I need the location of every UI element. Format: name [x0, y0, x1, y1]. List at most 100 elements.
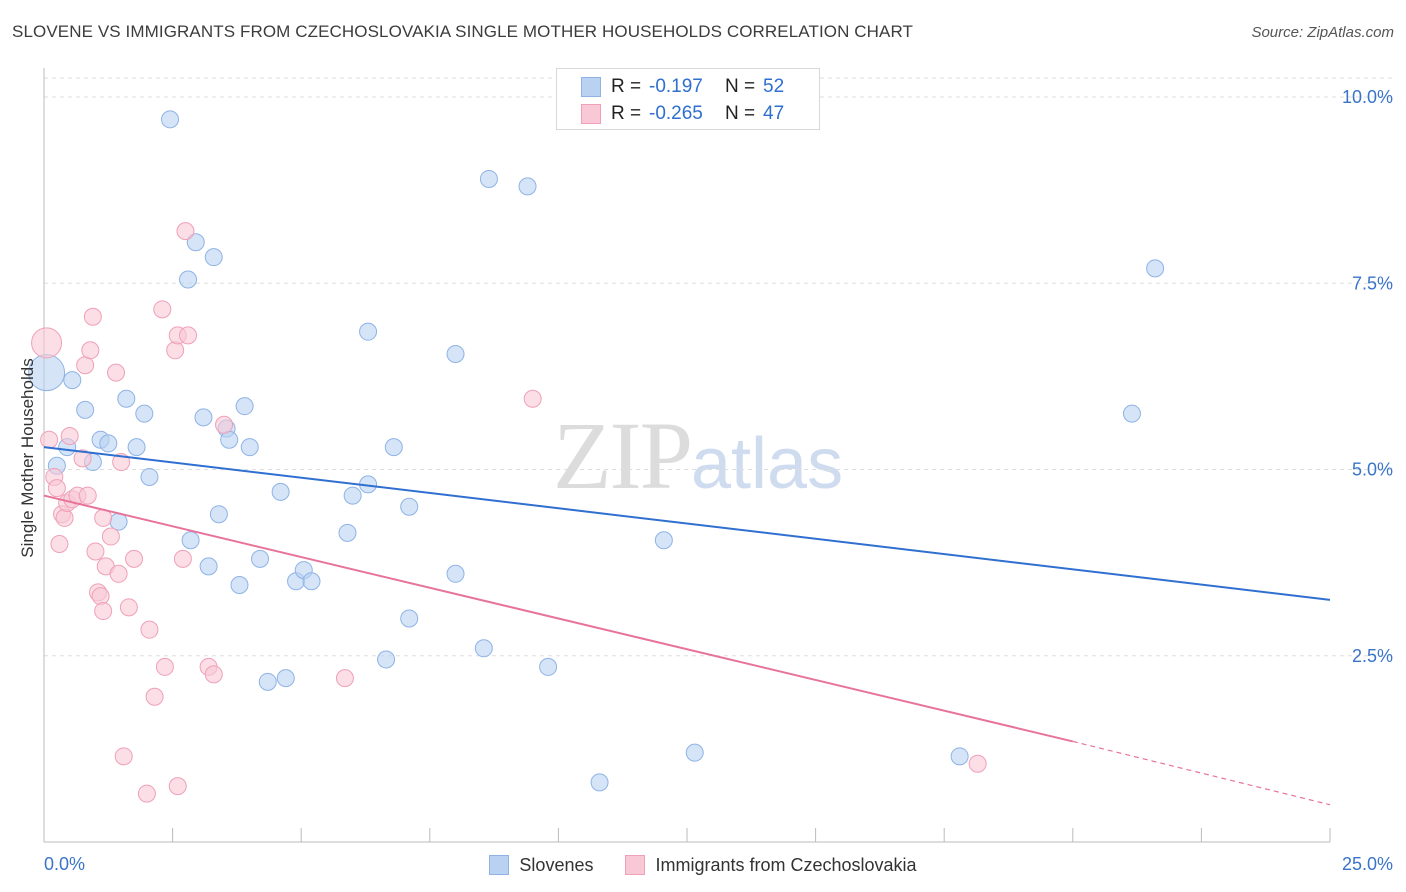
slovene-point: [590, 773, 609, 792]
czech-trend-extension: [1072, 740, 1331, 806]
slovene-point: [258, 672, 277, 691]
czech-point: [140, 620, 159, 639]
czech-point: [47, 479, 66, 498]
y-tick-label: 5.0%: [1352, 460, 1393, 480]
czech-point: [73, 449, 92, 468]
czech-point: [107, 363, 126, 382]
legend-row-czech: R = -0.265 N = 47: [581, 101, 784, 127]
czech-trend-line: [43, 494, 1074, 743]
slovene-point: [685, 743, 704, 762]
czech-point: [125, 549, 144, 568]
czech-point: [50, 535, 69, 553]
czech-point: [215, 415, 234, 434]
legend-r-value: -0.265: [649, 103, 703, 124]
slovene-point: [446, 345, 465, 364]
czech-point: [204, 665, 223, 684]
legend-label-slovenes: Slovenes: [519, 854, 594, 875]
czech-point: [968, 754, 987, 773]
slovene-point: [140, 467, 159, 486]
slovene-point: [654, 531, 673, 550]
czech-point: [86, 542, 105, 561]
slovene-point: [338, 523, 357, 542]
slovene-point: [135, 404, 154, 423]
czech-point: [109, 564, 128, 583]
slovene-point: [240, 438, 259, 457]
slovene-point: [99, 434, 118, 453]
legend-r-value: -0.197: [649, 76, 703, 97]
czech-point: [83, 307, 102, 326]
czech-point: [176, 222, 195, 241]
y-tick-label: 10.0%: [1342, 87, 1393, 107]
slovene-point: [950, 747, 969, 766]
legend-r-label: R =: [611, 103, 642, 124]
slovene-point: [400, 497, 419, 516]
czech-point: [55, 508, 74, 527]
czech-point: [168, 777, 187, 796]
czech-point: [335, 669, 354, 688]
czech-point: [153, 300, 172, 319]
slovene-trend-line: [43, 446, 1331, 601]
slovene-point: [194, 408, 213, 427]
legend-r-label: R =: [611, 76, 642, 97]
czech-point: [78, 486, 97, 505]
slovene-point: [377, 650, 396, 669]
series-legend: Slovenes Immigrants from Czechoslovakia: [0, 852, 1406, 878]
legend-n-label: N =: [725, 103, 756, 124]
czech-point: [119, 598, 138, 617]
chart-title: SLOVENE VS IMMIGRANTS FROM CZECHOSLOVAKI…: [12, 22, 914, 41]
slovene-point: [76, 400, 95, 419]
slovene-point: [518, 177, 537, 196]
slovene-point: [186, 233, 205, 252]
czech-point: [179, 326, 198, 345]
slovene-point: [209, 505, 228, 524]
slovene-point: [384, 438, 403, 457]
legend-item-slovenes[interactable]: Slovenes: [489, 855, 593, 876]
x-tick-label: 25.0%: [1342, 854, 1393, 874]
czech-point: [145, 687, 164, 706]
czech-point: [523, 389, 542, 408]
y-tick-label: 2.5%: [1352, 646, 1393, 666]
legend-row-slovenes: R = -0.197 N = 52: [581, 74, 784, 100]
czech-point: [173, 549, 192, 568]
slovene-point: [400, 609, 419, 628]
czech-point: [101, 527, 120, 546]
slovene-point: [359, 322, 378, 341]
watermark-zip: ZIP: [553, 402, 693, 509]
legend-swatch-blue: [489, 855, 510, 875]
slovene-point: [271, 482, 290, 501]
slovene-point: [474, 639, 493, 658]
slovene-point: [1122, 404, 1141, 423]
slovene-point: [235, 397, 254, 416]
slovene-point: [117, 389, 136, 408]
legend-n-value: 52: [763, 76, 785, 97]
legend-item-czech[interactable]: Immigrants from Czechoslovakia: [625, 854, 917, 876]
czech-point: [166, 341, 185, 360]
czech-point: [91, 587, 110, 606]
slovene-point: [199, 557, 218, 576]
czech-point: [137, 784, 156, 803]
y-tick-label: 7.5%: [1352, 273, 1393, 293]
slovene-point: [179, 270, 198, 289]
czech-point: [81, 341, 100, 360]
slovene-point: [1146, 259, 1165, 278]
legend-n-value: 47: [763, 103, 785, 124]
slovene-point: [161, 110, 180, 129]
czech-point: [31, 327, 63, 359]
x-tick-label: 0.0%: [44, 854, 85, 874]
slovene-point: [230, 575, 249, 594]
slovene-point: [343, 486, 362, 505]
source-label: Source: ZipAtlas.com: [1251, 24, 1394, 41]
legend-swatch-pink: [581, 104, 601, 124]
slovene-point: [479, 169, 498, 188]
legend-swatch-pink: [625, 855, 646, 875]
watermark-atlas: atlas: [691, 424, 844, 504]
legend-n-label: N =: [725, 76, 756, 97]
slovene-point: [181, 531, 200, 550]
slovene-point: [446, 564, 465, 583]
watermark: ZIPatlas: [553, 400, 843, 511]
slovene-point: [63, 371, 82, 390]
czech-point: [40, 430, 59, 449]
legend-label-czech: Immigrants from Czechoslovakia: [655, 854, 917, 875]
slovene-point: [204, 248, 223, 267]
